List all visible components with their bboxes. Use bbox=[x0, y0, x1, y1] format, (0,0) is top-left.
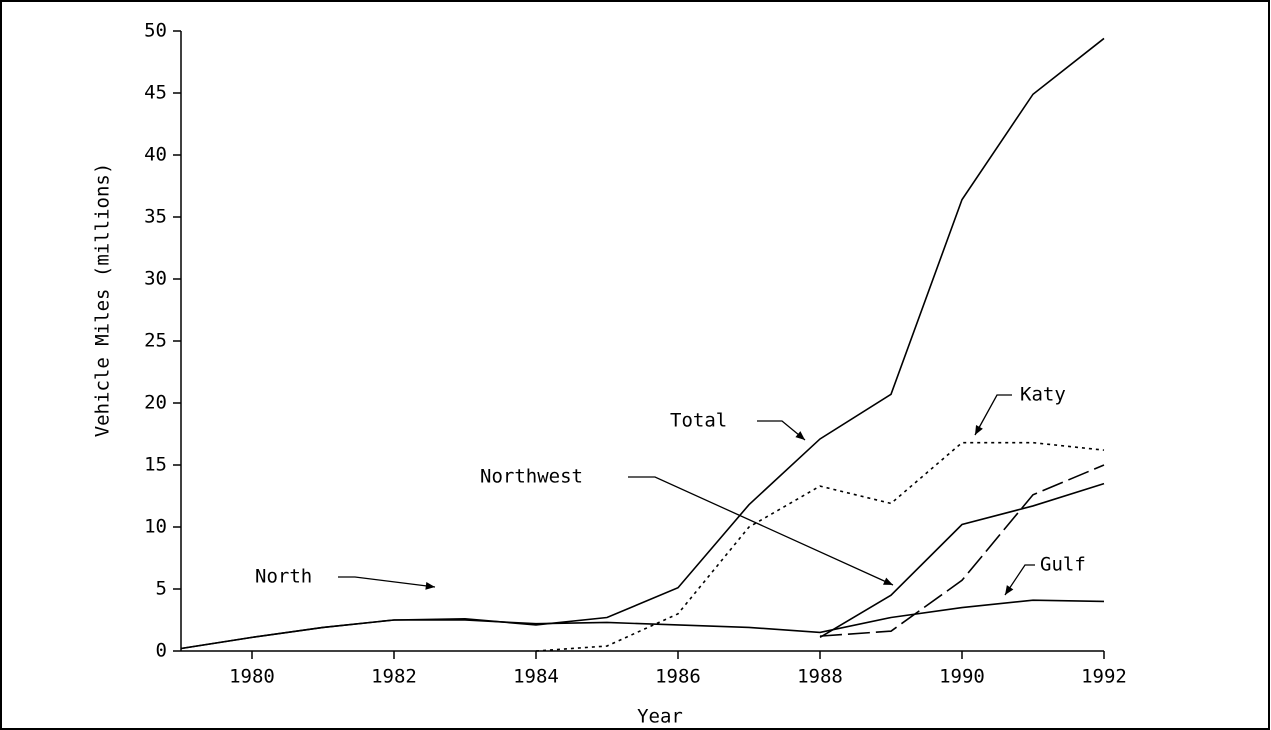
y-tick-label: 5 bbox=[156, 578, 167, 600]
y-tick-label: 30 bbox=[144, 268, 167, 290]
y-tick-label: 0 bbox=[156, 640, 167, 662]
arrow-head bbox=[975, 425, 983, 435]
leader-line bbox=[757, 420, 806, 441]
arrow-head bbox=[883, 577, 893, 585]
x-tick-label: 1992 bbox=[1081, 666, 1127, 688]
series-label: Northwest bbox=[480, 466, 583, 488]
x-tick-label: 1990 bbox=[939, 666, 985, 688]
series-label: Gulf bbox=[1040, 554, 1086, 576]
y-tick-label: 45 bbox=[144, 82, 167, 104]
x-tick-label: 1980 bbox=[229, 666, 275, 688]
y-tick-label: 10 bbox=[144, 516, 167, 538]
y-tick-label: 35 bbox=[144, 206, 167, 228]
series-line bbox=[819, 464, 1105, 637]
y-tick-label: 15 bbox=[144, 454, 167, 476]
series-line bbox=[180, 37, 1105, 650]
leader-line bbox=[974, 394, 1012, 436]
leader-line bbox=[628, 476, 894, 586]
x-tick-label: 1982 bbox=[371, 666, 417, 688]
arrow-head bbox=[1005, 585, 1014, 595]
series-label: North bbox=[255, 566, 312, 588]
x-axis-label: Year bbox=[637, 706, 683, 728]
series-line bbox=[180, 599, 1105, 650]
leader-line bbox=[1004, 564, 1035, 596]
series-line bbox=[819, 482, 1105, 639]
arrow-head bbox=[795, 431, 805, 440]
y-axis-label: Vehicle Miles (millions) bbox=[92, 163, 114, 438]
y-tick-label: 40 bbox=[144, 144, 167, 166]
series-label: Katy bbox=[1020, 384, 1066, 406]
arrow-head bbox=[425, 581, 435, 590]
y-tick-label: 20 bbox=[144, 392, 167, 414]
x-tick-label: 1984 bbox=[513, 666, 559, 688]
series-label: Total bbox=[670, 410, 727, 432]
leader-line bbox=[338, 576, 436, 588]
x-tick-label: 1988 bbox=[797, 666, 843, 688]
y-tick-label: 25 bbox=[144, 330, 167, 352]
series-line bbox=[535, 441, 1105, 652]
y-tick-label: 50 bbox=[144, 20, 167, 42]
x-tick-label: 1986 bbox=[655, 666, 701, 688]
